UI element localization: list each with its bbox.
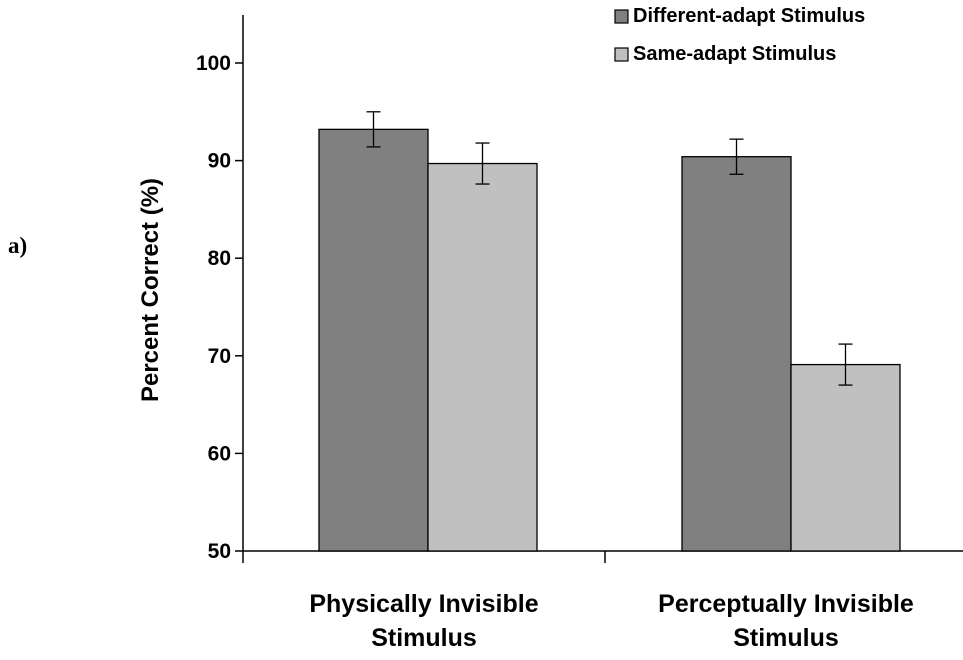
y-tick-label: 100 [196,52,231,75]
legend-swatch [614,9,629,24]
x-category-label: Stimulus [733,624,839,652]
y-tick-label: 70 [208,345,231,368]
y-axis-title: Percent Correct (%) [137,178,164,402]
legend-label: Same-adapt Stimulus [633,43,836,65]
bar-same-adapt [790,363,901,552]
legend-label: Different-adapt Stimulus [633,5,865,27]
y-tick-label: 80 [208,247,231,270]
bar-same-adapt [427,162,538,552]
x-category-label: Stimulus [371,624,477,652]
x-category-label: Perceptually Invisible [658,590,914,618]
y-tick-label: 90 [208,150,231,173]
panel-label: a) [8,233,27,258]
legend: Different-adapt Stimulus Same-adapt Stimu… [614,5,865,65]
y-tick-label: 50 [208,540,231,563]
bar-different-adapt [681,156,792,552]
legend-swatch [614,47,629,62]
plot-area: 50 60 70 80 90 100 Physically Invisible Stimulu… [196,15,963,652]
bar-different-adapt [318,128,429,552]
x-category-label: Physically Invisible [309,590,538,618]
y-tick-label: 60 [208,442,231,465]
